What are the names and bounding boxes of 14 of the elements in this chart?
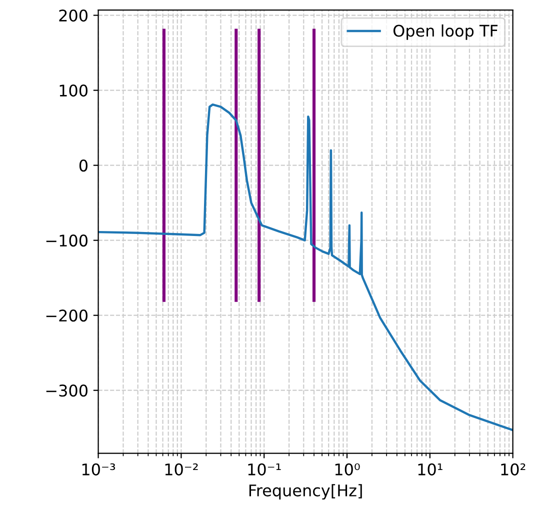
x-tick-label: 10⁻³ [82,463,116,476]
x-tick-label: 10⁰ [335,463,360,476]
y-tick-label: 200 [59,10,88,22]
y-tick-label: 100 [60,84,88,97]
y-tick-label: −300 [46,384,88,397]
y-tick-label: 0 [79,160,88,172]
y-tick-label: −200 [46,310,88,322]
x-axis-title: Frequency[Hz] [249,484,362,500]
x-tick-label: 10² [501,463,526,476]
legend-label: Open loop TF [393,24,498,40]
x-tick-label: 10¹ [418,463,442,476]
y-tick-label: −100 [46,234,88,247]
x-tick-label: 10⁻² [165,463,198,476]
x-tick-label: 10⁻¹ [248,463,281,476]
